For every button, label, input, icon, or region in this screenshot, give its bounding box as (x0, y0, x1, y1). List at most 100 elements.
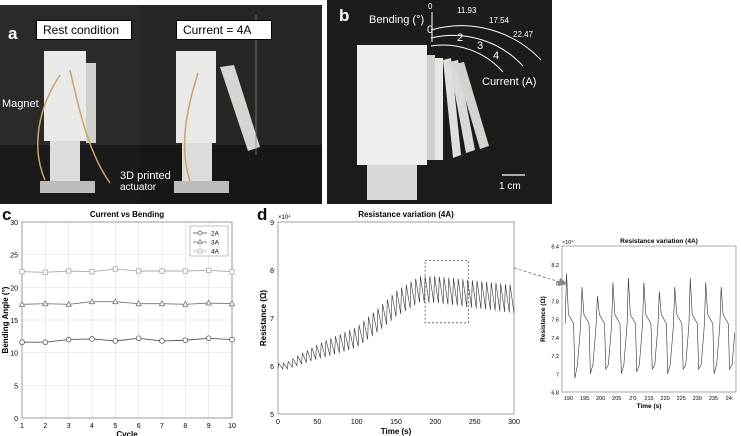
panel-label-c: c (2, 205, 12, 224)
angle-value-1: 11.93 (457, 6, 477, 15)
x-tick-label: 235 (709, 396, 718, 402)
current-value-3: 3 (477, 40, 484, 52)
x-tick-label: 7 (160, 423, 164, 430)
x-tick-label: 8 (183, 423, 187, 430)
x-tick-label: 215 (644, 396, 653, 402)
chart-c-frame (21, 221, 233, 419)
data-point-3A (228, 300, 236, 307)
x-tick-label: 230 (693, 396, 702, 402)
x-tick-label: 195 (580, 396, 589, 402)
data-point-2A (112, 338, 119, 344)
x-tick-label: 6 (137, 423, 141, 430)
data-point-4A (42, 269, 48, 275)
legend-marker-3A (197, 238, 203, 244)
y-tick-label: 7 (270, 316, 274, 323)
legend-box (189, 225, 229, 257)
data-point-2A (229, 336, 235, 343)
data-point-2A (42, 339, 49, 346)
data-point-3A (182, 300, 189, 307)
data-point-4A (182, 268, 188, 274)
data-point-3A (205, 299, 212, 306)
zoom-arrow (513, 267, 568, 286)
panel-b-drawing (327, 0, 552, 204)
y-tick-label: 8.4 (551, 245, 559, 251)
x-tick-label: 250 (469, 419, 481, 426)
angle-value-2: 17.54 (489, 16, 510, 25)
data-point-4A (19, 269, 25, 275)
data-point-4A (159, 268, 165, 274)
panel-a: a Rest condition Current = 4A Magnet Φ 3… (0, 0, 322, 204)
x-tick-label: 9 (207, 423, 211, 430)
data-point-2A (19, 339, 25, 346)
y-tick-label: 7.4 (551, 336, 559, 342)
y-tick-label: 6.8 (551, 391, 559, 397)
resistance-zoom-chart: Resistance variation (4A) ×10⁴ 6.8 7 7.2 7.4 7… (540, 238, 737, 410)
chart-dz-frame (561, 245, 737, 393)
y-tick-label: 8.2 (551, 263, 559, 269)
y-tick-label: 7.2 (551, 354, 559, 360)
resistance-zoom-series-line (564, 273, 736, 379)
bending-axis-label: Bending (°) (369, 14, 425, 26)
scale-bar-label: 1 cm (499, 181, 521, 192)
data-point-2A (159, 338, 165, 344)
data-point-2A (205, 335, 212, 342)
current-axis-label: Current (A) (482, 76, 537, 88)
resistance-series-line (277, 276, 515, 370)
legend-marker-4A (197, 248, 203, 254)
current-4a-caption: Current = 4A (176, 20, 272, 40)
chart-c-ylabel: Bending Angle (°) (1, 286, 10, 353)
chart-dz-title: Resistance variation (4A) (620, 238, 698, 245)
data-point-3A (88, 298, 96, 305)
zoom-region-box (424, 260, 469, 324)
x-tick-label: 24: (726, 396, 734, 402)
x-tick-label: 4 (90, 423, 94, 430)
x-tick-label: 5 (113, 423, 117, 430)
y-tick-label: 7.6 (551, 318, 559, 324)
chart-c-xlabel: Cycle (116, 430, 138, 436)
chart-d-xlabel: Time (s) (381, 427, 412, 436)
chart-d-title: Resistance variation (4A) (358, 210, 454, 219)
data-point-3A (135, 300, 142, 307)
data-point-4A (229, 269, 235, 275)
x-tick-label: 225 (677, 396, 686, 402)
data-point-2A (182, 337, 189, 344)
y-tick-label: 5 (270, 412, 274, 419)
actuator-label-line-1: 3D printed (120, 170, 171, 182)
y-tick-label: 20 (10, 285, 18, 292)
rest-condition-caption: Rest condition (36, 20, 132, 40)
current-value-0: 0 (427, 24, 434, 36)
legend-marker-2A (197, 230, 203, 236)
data-point-2A (135, 335, 142, 342)
data-point-3A (65, 300, 72, 307)
data-point-4A (89, 269, 95, 275)
x-tick-label: 300 (508, 419, 520, 426)
chart-dz-multiplier: ×10⁴ (562, 239, 574, 246)
x-tick-label: 100 (351, 419, 363, 426)
legend-label-2A: 2A (211, 231, 220, 238)
x-tick-label: 1 (20, 423, 24, 430)
data-point-4A (66, 268, 72, 274)
legend-label-4A: 4A (211, 249, 220, 256)
y-tick-label: 6 (270, 364, 274, 371)
phi-label: Φ (225, 70, 234, 82)
data-point-3A (158, 300, 166, 307)
y-tick-label: 0 (14, 416, 18, 423)
series-line-4A (21, 268, 233, 273)
x-tick-label: 200 (429, 419, 441, 426)
data-point-4A (112, 266, 118, 272)
chart-dz-ylabel: Resistance (Ω) (540, 296, 547, 342)
panel-label-d: d (257, 205, 268, 224)
x-tick-label: 2 (43, 423, 47, 430)
legend-label-3A: 3A (211, 240, 220, 247)
panel-label-a: a (8, 24, 18, 43)
panel-b: b Bending (°) 0 11.93 17.54 22.47 0 2 3 … (327, 0, 552, 204)
angle-value-0: 0 (428, 2, 433, 11)
x-tick-label: 10 (228, 423, 236, 430)
data-point-3A (112, 298, 119, 305)
x-tick-label: 3 (67, 423, 71, 430)
bending-chart: Current vs Bending 0 5 10 15 20 25 30 1 2 3 4 5 6 7 8 9 1… (1, 210, 236, 436)
data-point-3A (18, 300, 26, 307)
x-tick-label: 0 (276, 419, 280, 426)
y-tick-label: 15 (10, 318, 18, 325)
x-tick-label: 2'0 (629, 396, 636, 402)
